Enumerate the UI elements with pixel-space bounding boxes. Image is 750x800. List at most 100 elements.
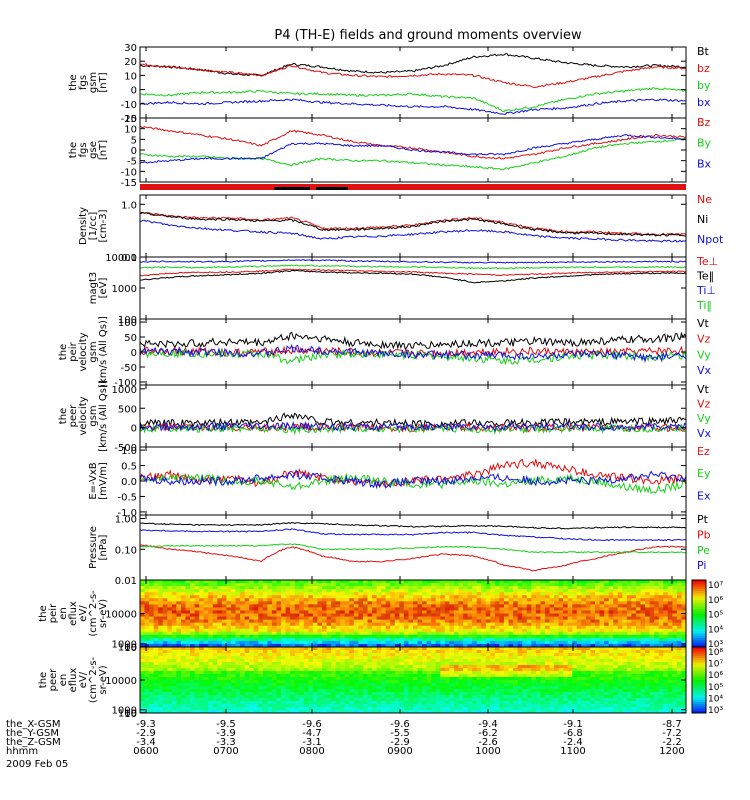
spectrogram-cell	[585, 598, 591, 602]
spectrogram-cell	[394, 592, 400, 596]
spectrogram-cell	[153, 710, 159, 714]
spectrogram-cell	[140, 653, 145, 657]
spectrogram-cell	[499, 662, 505, 666]
spectrogram-cell	[176, 695, 182, 699]
spectrogram-cell	[463, 622, 468, 627]
spectrogram-cell	[535, 634, 541, 639]
spectrogram-cell	[335, 601, 341, 605]
spectrogram-cell	[171, 631, 177, 636]
spectrogram-cell	[221, 677, 227, 681]
spectrogram-cell	[285, 671, 291, 675]
spectrogram-cell	[362, 619, 368, 624]
spectrogram-cell	[194, 613, 200, 617]
spectrogram-cell	[362, 677, 368, 681]
spectrogram-cell	[158, 680, 164, 684]
spectrogram-cell	[158, 592, 164, 596]
spectrogram-cell	[171, 659, 177, 663]
spectrogram-cell	[253, 698, 259, 702]
spectrogram-cell	[158, 668, 164, 672]
spectrogram-cell	[435, 704, 441, 708]
spectrogram-cell	[376, 686, 382, 690]
spectrogram-cell	[190, 613, 195, 617]
spectrogram-cell	[276, 653, 282, 657]
spectrogram-cell	[431, 659, 437, 663]
spectrogram-cell	[517, 601, 523, 605]
spectrogram-cell	[267, 586, 273, 590]
spectrogram-cell	[549, 601, 555, 605]
spectrogram-cell	[281, 671, 286, 675]
spectrogram-cell	[617, 640, 623, 645]
spectrogram-cell	[440, 595, 446, 599]
spectrogram-cell	[235, 677, 241, 681]
spectrogram-cell	[258, 580, 264, 584]
spectrogram-cell	[308, 647, 314, 651]
spectrogram-cell	[499, 583, 505, 587]
spectrogram-cell	[631, 631, 637, 636]
spectrogram-cell	[585, 583, 591, 587]
spectrogram-cell	[463, 647, 468, 651]
spectrogram-cell	[422, 604, 428, 608]
spectrogram-cell	[408, 613, 414, 617]
spectrogram-cell	[608, 634, 614, 639]
spectrogram-cell	[158, 610, 164, 614]
spectrogram-cell	[285, 634, 291, 639]
spectrogram-cell	[413, 701, 418, 705]
spectrogram-cell	[531, 671, 537, 675]
spectrogram-cell	[481, 659, 487, 663]
spectrogram-cell	[522, 586, 528, 590]
spectrogram-cell	[344, 643, 350, 648]
spectrogram-cell	[353, 650, 359, 654]
spectrogram-cell	[458, 683, 464, 687]
spectrogram-cell	[303, 665, 309, 669]
spectrogram-cell	[513, 607, 519, 611]
spectrogram-cell	[413, 637, 418, 642]
spectrogram-cell	[449, 650, 455, 654]
spectrogram-cell	[422, 659, 428, 663]
spectrogram-cell	[417, 650, 423, 654]
spectrogram-cell	[453, 656, 459, 660]
spectrogram-cell	[608, 583, 614, 587]
spectrogram-cell	[331, 589, 337, 593]
spectrogram-cell	[381, 704, 387, 708]
spectrogram-cell	[449, 677, 455, 681]
spectrogram-cell	[440, 686, 446, 690]
spectrogram-cell	[253, 589, 259, 593]
spectrogram-cell	[140, 625, 145, 630]
spectrogram-cell	[613, 625, 619, 630]
spectrogram-cell	[144, 607, 150, 611]
spectrogram-cell	[444, 710, 450, 714]
spectrogram-cell	[303, 586, 309, 590]
spectrogram-cell	[203, 610, 209, 614]
spectrogram-cell	[463, 607, 468, 611]
spectrogram-cell	[449, 704, 455, 708]
spectrogram-cell	[344, 637, 350, 642]
spectrogram-cell	[494, 637, 500, 642]
spectrogram-cell	[535, 674, 541, 678]
spectrogram-cell	[613, 637, 619, 642]
spectrogram-cell	[540, 595, 546, 599]
spectrogram-cell	[235, 622, 241, 627]
spectrogram-cell	[185, 595, 191, 599]
spectrogram-cell	[253, 707, 259, 711]
spectrogram-cell	[190, 619, 195, 624]
spectrogram-cell	[390, 622, 396, 627]
spectrogram-cell	[331, 683, 337, 687]
spectrogram-cell	[517, 650, 523, 654]
spectrogram-cell	[522, 683, 528, 687]
spectrogram-cell	[267, 604, 273, 608]
spectrogram-cell	[335, 677, 341, 681]
spectrogram-cell	[271, 589, 277, 593]
spectrogram-cell	[540, 631, 546, 636]
spectrogram-cell	[167, 580, 173, 584]
spectrogram-cell	[440, 622, 446, 627]
spectrogram-cell	[381, 616, 387, 620]
spectrogram-cell	[235, 647, 241, 651]
spectrogram-cell	[244, 637, 250, 642]
spectrogram-cell	[544, 586, 550, 590]
spectrogram-cell	[385, 650, 391, 654]
spectrogram-cell	[344, 671, 350, 675]
spectrogram-cell	[463, 640, 468, 645]
spectrogram-cell	[595, 607, 600, 611]
spectrogram-cell	[372, 650, 377, 654]
spectrogram-cell	[399, 677, 405, 681]
